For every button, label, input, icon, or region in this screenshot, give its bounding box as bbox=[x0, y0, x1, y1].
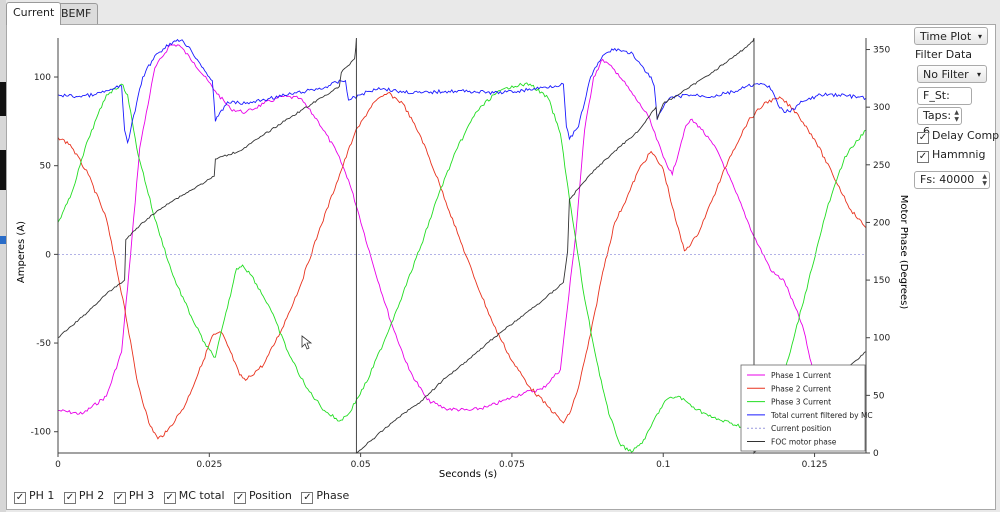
series-line-6 bbox=[57, 37, 867, 455]
position-label: Position bbox=[249, 489, 292, 502]
edge-mark bbox=[0, 150, 6, 190]
check-icon: ✓ bbox=[917, 151, 929, 163]
x-tick-label: 0.1 bbox=[656, 460, 670, 470]
y-axis-label: Amperes (A) bbox=[16, 221, 27, 283]
check-icon: ✓ bbox=[234, 492, 247, 504]
x-tick-label: 0.125 bbox=[802, 460, 828, 470]
legend-box bbox=[740, 364, 866, 452]
taps-spinbox[interactable]: Taps: 6▲▼ bbox=[917, 107, 962, 138]
legend-entry: Phase 2 Current bbox=[771, 384, 831, 393]
series-toggle-bar: ✓ PH 1 ✓ PH 2 ✓ PH 3 ✓ MC total ✓ Position ✓ P… bbox=[14, 488, 355, 504]
series-line-2 bbox=[57, 91, 867, 440]
legend-entry: Phase 3 Current bbox=[771, 398, 831, 407]
fs-spinbox[interactable]: Fs: 40000 ▲ ▼ bbox=[914, 171, 990, 189]
ph2-checkbox[interactable]: ✓ PH 2 bbox=[63, 488, 105, 504]
tab-label: BEMF bbox=[61, 7, 92, 20]
spin-arrows-icon: ▲ ▼ bbox=[954, 109, 959, 123]
mouse-cursor-icon bbox=[301, 335, 313, 350]
taps-value: Taps: 6 bbox=[923, 109, 952, 138]
hamming-checkbox[interactable]: ✓ Hammnig bbox=[917, 147, 985, 163]
x-tick-label: 0 bbox=[55, 460, 61, 470]
f-st-spinbox[interactable]: F_St: 0.050 bbox=[917, 87, 972, 118]
phase-label: Phase bbox=[316, 489, 350, 502]
spin-arrows-icon: ▲ ▼ bbox=[982, 173, 987, 187]
ph3-checkbox[interactable]: ✓ PH 3 bbox=[113, 488, 155, 504]
y2-axis-label: Motor Phase (Degrees) bbox=[898, 195, 908, 310]
y2-tick-label: 250 bbox=[873, 161, 890, 171]
filter-type-select[interactable]: No Filter ▾ bbox=[917, 65, 987, 83]
delay-comp-label: Delay Comp bbox=[932, 129, 1000, 142]
check-icon: ✓ bbox=[14, 492, 26, 504]
check-icon: ✓ bbox=[113, 492, 126, 504]
y2-tick-label: 300 bbox=[873, 103, 890, 113]
x-axis-label: Seconds (s) bbox=[439, 469, 497, 480]
series-line-4 bbox=[57, 38, 867, 145]
legend-entry: FOC motor phase bbox=[771, 438, 837, 447]
check-icon: ✓ bbox=[301, 492, 314, 504]
fs-value: Fs: 40000 bbox=[920, 173, 975, 186]
edge-mark bbox=[0, 236, 6, 244]
plot-mode-select[interactable]: Time Plot ▾ bbox=[914, 27, 988, 45]
mc-total-label: MC total bbox=[178, 489, 225, 502]
check-icon: ✓ bbox=[917, 132, 929, 144]
check-icon: ✓ bbox=[63, 492, 76, 504]
y-tick-label: 100 bbox=[34, 73, 51, 83]
delay-comp-checkbox[interactable]: ✓ Delay Comp bbox=[917, 128, 999, 144]
y2-tick-label: 150 bbox=[873, 276, 890, 286]
y2-tick-label: 50 bbox=[873, 391, 885, 401]
ph1-checkbox[interactable]: ✓ PH 1 bbox=[14, 488, 54, 504]
y2-tick-label: 0 bbox=[873, 449, 879, 459]
y-tick-label: 0 bbox=[45, 250, 51, 260]
y-tick-label: -100 bbox=[31, 428, 52, 438]
hamming-label: Hammnig bbox=[932, 148, 986, 161]
y2-tick-label: 100 bbox=[873, 334, 890, 344]
tab-current[interactable]: Current bbox=[6, 2, 62, 25]
y2-tick-label: 200 bbox=[873, 218, 890, 228]
y-tick-label: 50 bbox=[40, 162, 52, 172]
legend-entry: Current position bbox=[771, 424, 832, 433]
x-tick-label: 0.075 bbox=[499, 460, 525, 470]
filter-data-label: Filter Data bbox=[915, 48, 973, 61]
phase-checkbox[interactable]: ✓ Phase bbox=[301, 488, 349, 504]
y-tick-label: -50 bbox=[36, 339, 51, 349]
left-edge-strip bbox=[0, 0, 6, 512]
ph2-label: PH 2 bbox=[78, 489, 105, 502]
x-tick-label: 0.025 bbox=[196, 460, 222, 470]
legend-entry: Phase 1 Current bbox=[771, 371, 831, 380]
check-icon: ✓ bbox=[163, 492, 176, 504]
chevron-down-icon: ▾ bbox=[977, 32, 982, 41]
edge-mark bbox=[0, 82, 6, 116]
legend-entry: Total current filtered by MC bbox=[770, 411, 873, 420]
y2-tick-label: 350 bbox=[873, 46, 890, 56]
chevron-down-icon: ▾ bbox=[976, 70, 981, 79]
series-line-1 bbox=[57, 44, 867, 419]
x-tick-label: 0.05 bbox=[351, 460, 371, 470]
position-checkbox[interactable]: ✓ Position bbox=[234, 488, 292, 504]
mc-total-checkbox[interactable]: ✓ MC total bbox=[163, 488, 225, 504]
filter-type-value: No Filter bbox=[923, 68, 969, 81]
ph3-label: PH 3 bbox=[128, 489, 155, 502]
current-plot[interactable]: 0 0.025 0.05 0.075 0.1 0.125 100 50 0 -50 -100 350 3… bbox=[8, 30, 908, 480]
ph1-label: PH 1 bbox=[29, 489, 55, 502]
plot-mode-value: Time Plot bbox=[920, 30, 972, 43]
tab-bemf[interactable]: BEMF bbox=[54, 3, 99, 24]
tab-label: Current bbox=[13, 6, 55, 19]
series-line-3 bbox=[57, 82, 867, 453]
